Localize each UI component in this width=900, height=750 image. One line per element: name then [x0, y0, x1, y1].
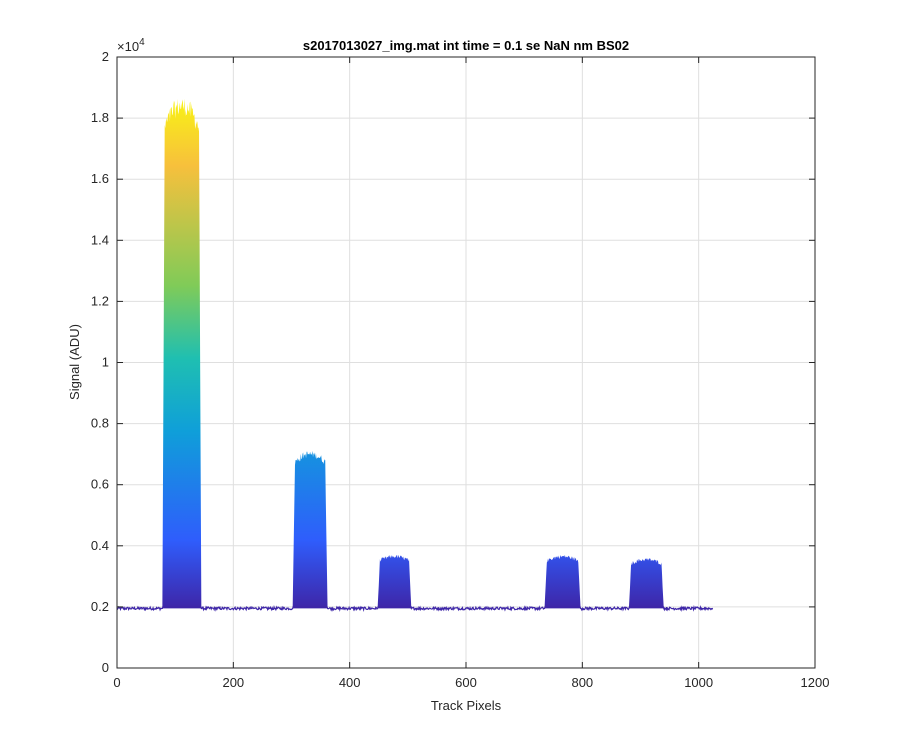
peak-4: [543, 554, 582, 609]
peak-1: [161, 98, 202, 609]
x-axis-label: Track Pixels: [431, 698, 502, 713]
x-tick-label: 600: [455, 675, 477, 690]
x-tick-label: 400: [339, 675, 361, 690]
x-tick-label: 1200: [801, 675, 830, 690]
x-tick-label: 800: [571, 675, 593, 690]
axes: 0 200 400 600 800 1000 1200 0 0.2 0.4 0.6 0.8 1 1.2 1.…: [91, 49, 830, 690]
x-tick-label: 200: [222, 675, 244, 690]
y-axis-exponent: ×104: [117, 37, 145, 54]
y-tick-label: 0.6: [91, 477, 109, 492]
peak-2: [292, 450, 329, 610]
y-tick-label: 1.2: [91, 293, 109, 308]
x-tick-label: 1000: [684, 675, 713, 690]
x-tick-label: 0: [113, 675, 120, 690]
y-tick-label: 0.4: [91, 538, 109, 553]
y-tick-label: 2: [102, 49, 109, 64]
y-exponent-base: ×10: [117, 39, 139, 54]
y-tick-label: 0.2: [91, 599, 109, 614]
data-layer: [116, 98, 714, 613]
y-axis-label: Signal (ADU): [67, 324, 82, 400]
y-tick-label: 1.4: [91, 232, 109, 247]
baseline-trace: [116, 604, 714, 613]
y-exponent-power: 4: [139, 37, 145, 48]
peak-3: [377, 554, 412, 609]
y-tick-label: 1: [102, 355, 109, 370]
y-tick-label: 1.8: [91, 110, 109, 125]
y-tick-label: 1.6: [91, 171, 109, 186]
y-tick-label: 0: [102, 660, 109, 675]
y-tick-label: 0.8: [91, 416, 109, 431]
peak-5: [628, 558, 665, 610]
chart-title: s2017013027_img.mat int time = 0.1 se Na…: [303, 38, 629, 53]
